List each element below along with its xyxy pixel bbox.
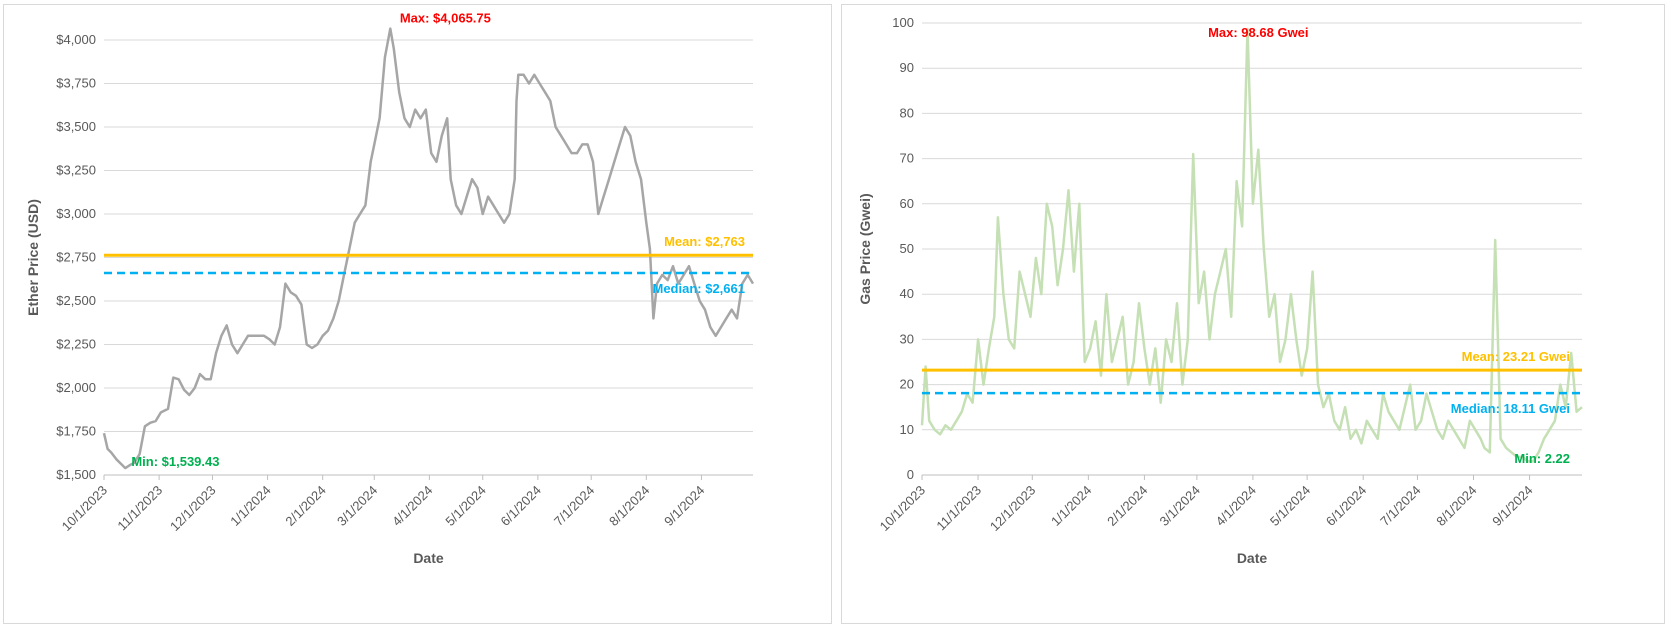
x-axis-title: Date [1237, 550, 1268, 566]
y-tick-label: 40 [900, 286, 914, 301]
x-tick-label: 10/1/2023 [59, 483, 111, 535]
x-tick-label: 6/1/2024 [498, 483, 544, 529]
x-tick-label: 11/1/2023 [114, 483, 165, 534]
x-tick-label: 4/1/2024 [1213, 483, 1259, 529]
y-tick-label: 100 [892, 15, 914, 30]
y-tick-label: 90 [900, 60, 914, 75]
y-axis-title: Ether Price (USD) [25, 199, 41, 316]
y-tick-label: $3,000 [56, 206, 96, 221]
x-tick-label: 1/1/2024 [227, 483, 273, 529]
x-tick-label: 8/1/2024 [1433, 483, 1479, 529]
y-tick-label: 0 [907, 467, 914, 482]
ether-price-chart-panel: $1,500 $1,750 $2,000 $2,250 $2,500 $2,750 $3,0… [3, 4, 832, 624]
price-series-line [102, 27, 755, 470]
y-axis-title: Gas Price (Gwei) [857, 193, 873, 304]
x-tick-label: 5/1/2024 [442, 483, 488, 529]
x-tick-label: 6/1/2024 [1323, 483, 1369, 529]
median-label: Median: 18.11 Gwei [1451, 401, 1570, 416]
x-tick-label: 7/1/2024 [1377, 483, 1423, 529]
x-tick-label: 7/1/2024 [551, 483, 597, 529]
y-tick-label: $4,000 [56, 32, 96, 47]
y-tick-label: 50 [900, 241, 914, 256]
x-tick-label: 1/1/2024 [1048, 483, 1094, 529]
x-tick-label: 3/1/2024 [1157, 483, 1203, 529]
median-label: Median: $2,661 [653, 281, 746, 296]
price-series-line [920, 27, 1583, 463]
x-tick-label: 9/1/2024 [661, 483, 707, 529]
ether-price-chart: $1,500 $1,750 $2,000 $2,250 $2,500 $2,750 $3,0… [25, 11, 755, 566]
x-tick-label: 4/1/2024 [389, 483, 435, 529]
x-tick-label: 8/1/2024 [606, 483, 652, 529]
x-tick-label: 2/1/2024 [1104, 483, 1150, 529]
y-tick-label: 10 [900, 422, 914, 437]
y-tick-label: 30 [900, 331, 914, 346]
x-axis-title: Date [413, 550, 444, 566]
x-tick-label: 12/1/2023 [167, 483, 219, 535]
y-tick-label: 80 [900, 105, 914, 120]
y-tick-label: $2,250 [56, 337, 96, 352]
y-tick-label: $2,000 [56, 380, 96, 395]
x-tick-label: 5/1/2024 [1267, 483, 1313, 529]
min-label: Min: 2.22 [1514, 451, 1570, 466]
x-tick-label: 3/1/2024 [334, 483, 380, 529]
x-tick-label: 11/1/2023 [933, 483, 984, 534]
mean-label: Mean: $2,763 [664, 234, 745, 249]
y-tick-label: $3,500 [56, 119, 96, 134]
mean-label: Mean: 23.21 Gwei [1462, 349, 1570, 364]
max-label: Max: $4,065.75 [400, 11, 491, 26]
y-tick-label: $1,750 [56, 424, 96, 439]
x-tick-label: 2/1/2024 [282, 483, 328, 529]
y-tick-label: $3,250 [56, 163, 96, 178]
x-tick-label: 12/1/2023 [987, 483, 1039, 535]
gas-price-chart-panel: 0 10 20 30 40 50 60 70 80 90 100 10/1/2023 11/1/2023… [841, 4, 1665, 624]
y-tick-label: 20 [900, 377, 914, 392]
min-label: Min: $1,539.43 [131, 454, 219, 469]
y-tick-label: $1,500 [56, 467, 96, 482]
x-tick-label: 9/1/2024 [1489, 483, 1535, 529]
y-tick-label: 60 [900, 196, 914, 211]
x-tick-label: 10/1/2023 [877, 483, 929, 535]
max-label: Max: 98.68 Gwei [1208, 25, 1308, 40]
y-tick-label: 70 [900, 151, 914, 166]
y-tick-label: $2,500 [56, 293, 96, 308]
gas-price-chart: 0 10 20 30 40 50 60 70 80 90 100 10/1/2023 11/1/2023… [857, 15, 1583, 566]
y-tick-label: $2,750 [56, 250, 96, 265]
y-tick-label: $3,750 [56, 76, 96, 91]
